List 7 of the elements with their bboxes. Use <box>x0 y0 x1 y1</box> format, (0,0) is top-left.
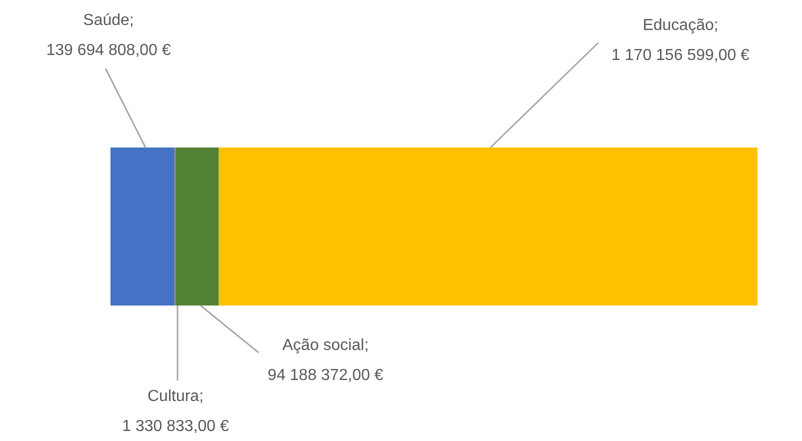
data-label: Ação social; 94 188 372,00 € <box>268 337 384 384</box>
bar <box>218 148 758 306</box>
data-label: Cultura; 1 330 833,00 € <box>122 388 229 435</box>
bar <box>175 148 219 306</box>
bar <box>110 148 175 306</box>
data-label: Saúde; 139 694 808,00 € <box>46 12 171 59</box>
data-label: Educação; 1 170 156 599,00 € <box>612 17 750 64</box>
